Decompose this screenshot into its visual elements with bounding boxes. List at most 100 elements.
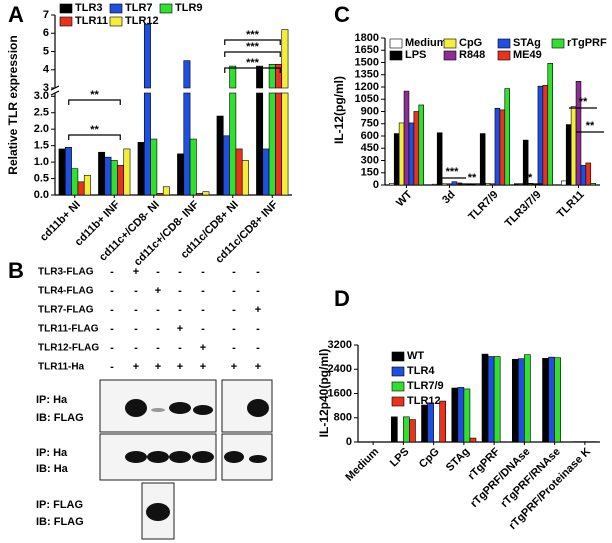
bar (489, 183, 496, 186)
y-tick-label: 7 (43, 9, 49, 21)
bar (585, 162, 592, 186)
legend-swatch (443, 50, 457, 61)
bar (189, 138, 197, 196)
sign: + (133, 266, 139, 278)
axis-break (50, 90, 60, 96)
sign: - (156, 304, 160, 316)
bar (393, 133, 400, 186)
bar (451, 387, 459, 443)
legend-label: TLR3 (75, 2, 103, 14)
bar (390, 416, 398, 443)
legend-swatch (391, 381, 405, 392)
sign: + (200, 361, 206, 373)
y-axis-title: Relative TLR expression (6, 35, 20, 174)
legend-swatch (391, 351, 405, 362)
bar (64, 146, 72, 196)
y-tick-label: 900 (361, 105, 379, 117)
bar (542, 85, 549, 186)
sign: - (256, 323, 260, 335)
y-tick-label: 5 (43, 45, 49, 57)
y-tick-label: 0 (373, 179, 379, 191)
bar (196, 193, 204, 196)
bar (229, 65, 237, 89)
significance-label: *** (246, 57, 260, 69)
bar (268, 92, 276, 196)
sign: + (177, 323, 183, 335)
bar (403, 90, 410, 186)
blot-images (99, 379, 273, 540)
bar (463, 388, 471, 443)
panel-label: C (334, 2, 350, 27)
bar (235, 148, 243, 196)
x-tick-label: 3d (440, 189, 458, 207)
bar (427, 402, 434, 443)
y-axis-title: IL-12p40(pg/ml) (317, 349, 331, 438)
sign: + (255, 361, 261, 373)
bar (104, 156, 112, 196)
significance-bracket (68, 99, 121, 105)
x-tick-label: TLR11 (555, 189, 587, 221)
sign: - (232, 323, 236, 335)
sign: - (178, 285, 182, 297)
bar (143, 23, 151, 89)
legend-label: TLR9 (175, 2, 203, 14)
bar (275, 92, 283, 196)
x-tick-label: TLR7/9 (466, 189, 500, 223)
bar (388, 183, 395, 186)
bar (479, 133, 486, 186)
bar (403, 416, 410, 443)
ip-label: IP: Ha (36, 447, 68, 459)
sign: - (110, 266, 114, 278)
bar (431, 183, 438, 186)
bar (547, 63, 553, 186)
bar (183, 92, 191, 196)
bar (493, 356, 501, 443)
legend-swatch (109, 3, 123, 14)
bar (58, 148, 66, 196)
legend-swatch (59, 3, 73, 14)
y-tick-label: 750 (361, 118, 379, 130)
legend-swatch (391, 396, 405, 407)
x-tick-label: Medium (343, 446, 381, 484)
row-label: TLR12-FLAG (38, 343, 99, 354)
x-tick-label: LPS (388, 446, 412, 470)
legend-swatch (389, 50, 403, 61)
y-tick-label: 300 (361, 154, 379, 166)
y-tick-label: 600 (361, 130, 379, 142)
sign: + (255, 304, 261, 316)
bar (590, 183, 596, 186)
bar (469, 437, 477, 443)
significance-bracket (224, 39, 281, 45)
y-tick-label: 2400 (328, 363, 352, 375)
sign: - (232, 266, 236, 278)
y-tick-label: 800 (334, 412, 352, 424)
bar (446, 183, 453, 186)
bar (241, 160, 249, 196)
y-tick-label: 4 (43, 64, 50, 76)
ip-label: IP: Ha (36, 394, 68, 406)
sign: + (155, 285, 161, 297)
legend-swatch (159, 3, 173, 14)
bar (281, 29, 289, 89)
bar (418, 104, 424, 186)
y-tick-label: 2.5 (34, 107, 49, 119)
sign: - (156, 323, 160, 335)
bar (504, 88, 510, 186)
bar (216, 115, 224, 196)
sign: - (232, 342, 236, 354)
sign: - (156, 266, 160, 278)
sign: - (178, 266, 182, 278)
sign: + (231, 361, 237, 373)
bar (560, 180, 567, 186)
legend-label: TLR12 (125, 15, 159, 27)
legend-label: TLR12 (407, 395, 441, 407)
bar (413, 111, 420, 186)
legend-label: TLR7 (125, 2, 153, 14)
sign: - (201, 323, 205, 335)
sign: - (110, 304, 114, 316)
bar (537, 85, 544, 186)
bar (117, 165, 125, 196)
significance-label: *** (246, 41, 260, 53)
panel-label: D (334, 286, 350, 311)
bar (183, 60, 191, 89)
